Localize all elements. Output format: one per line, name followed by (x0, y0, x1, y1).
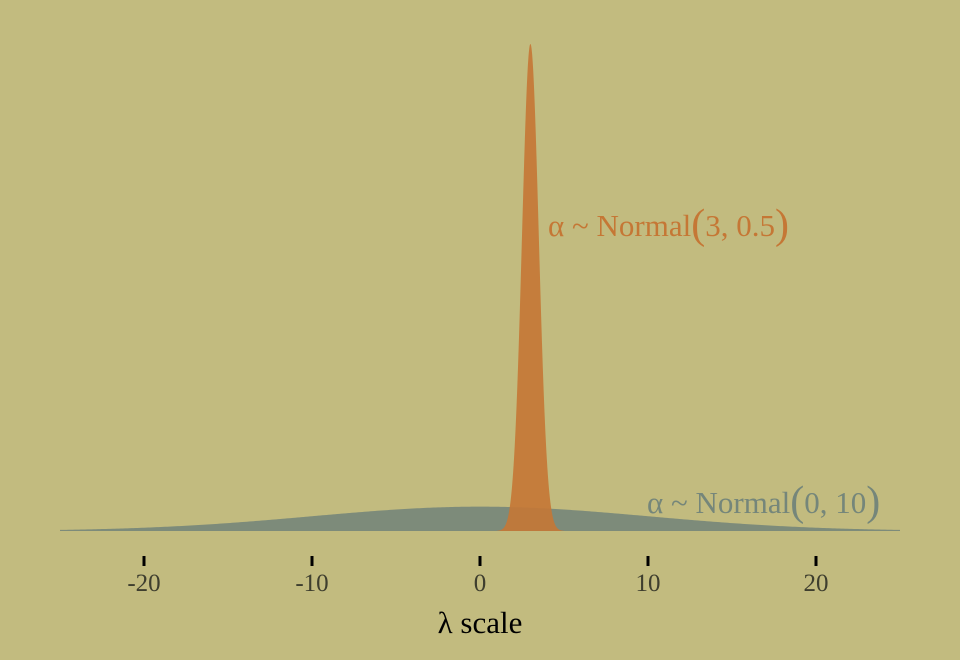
density-curves (60, 44, 900, 531)
series-label-wide: α ~ Normal(0, 10) (647, 479, 880, 525)
series-label-narrow: α ~ Normal(3, 0.5) (548, 202, 789, 248)
x-tick-label: 0 (474, 570, 487, 597)
x-tick-label: 10 (636, 570, 661, 597)
x-tick-label: 20 (804, 570, 829, 597)
density-area-1 (497, 44, 564, 531)
x-tick-label: -10 (295, 570, 328, 597)
x-axis-title: λ scale (438, 605, 523, 640)
x-axis-ticks: -20 -10 0 10 20 (127, 556, 828, 597)
x-tick-label: -20 (127, 570, 160, 597)
